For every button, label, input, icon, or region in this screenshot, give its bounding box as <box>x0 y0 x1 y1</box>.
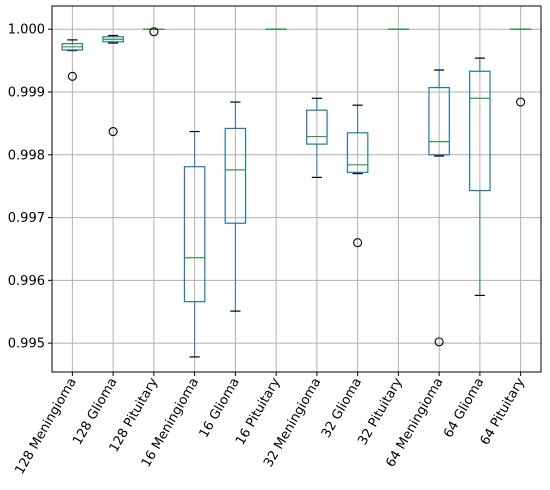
outlier-point <box>353 238 363 248</box>
box-iqr <box>306 109 328 145</box>
y-tick-label: 0.996 <box>8 274 45 289</box>
y-axis: 0.995 0.996 0.997 0.998 0.999 1.000 <box>8 23 52 352</box>
grid-layer <box>52 6 541 372</box>
x-tick-label: 128 Meningioma <box>12 376 79 478</box>
outlier-point <box>434 337 444 347</box>
outlier-point <box>516 97 526 107</box>
x-tick-label: 64 Glioma <box>441 376 487 441</box>
outlier-point <box>67 71 77 81</box>
box-iqr <box>224 127 247 224</box>
y-tick-label: 0.997 <box>8 211 45 226</box>
y-tick-label: 1.000 <box>8 23 45 38</box>
outlier-point <box>149 27 159 37</box>
box-iqr <box>183 166 206 303</box>
y-tick-label: 0.998 <box>8 148 45 163</box>
plot-frame <box>51 5 542 373</box>
box-iqr <box>469 70 491 192</box>
outlier-point <box>108 127 118 137</box>
y-tick-label: 0.995 <box>8 337 45 352</box>
box-iqr <box>346 132 369 173</box>
x-tick-label: 16 Glioma <box>197 376 243 441</box>
x-tick-label: 32 Glioma <box>319 376 365 441</box>
y-tick-label: 0.999 <box>8 86 45 101</box>
box-iqr <box>428 87 450 156</box>
box-layer <box>61 27 532 358</box>
